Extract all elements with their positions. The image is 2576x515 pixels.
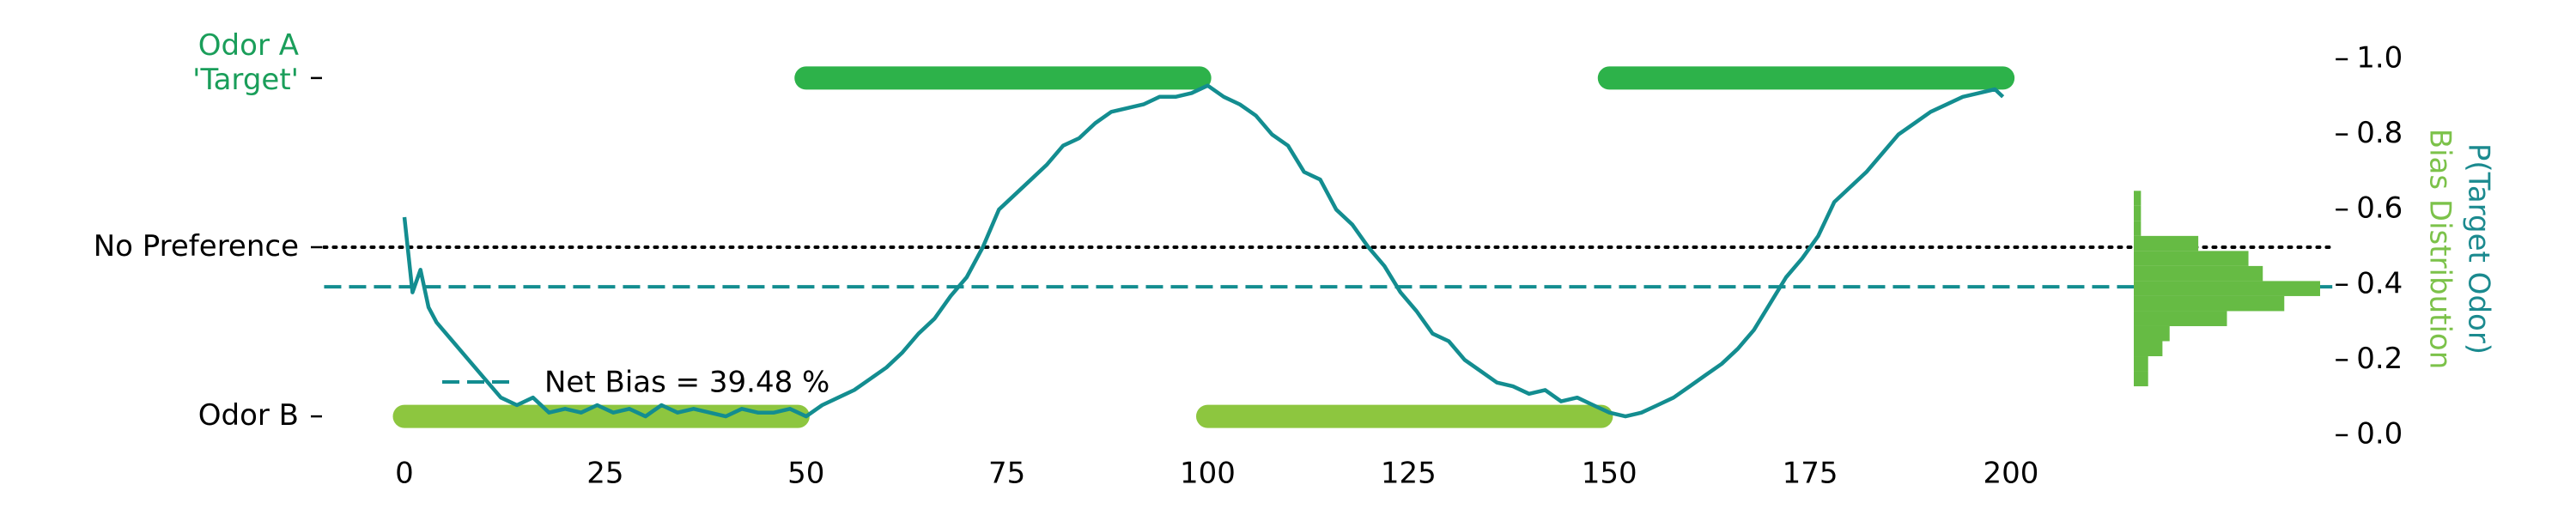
y-label-line: No Preference (94, 229, 299, 264)
y2-tick-label: 0.4 (2356, 266, 2403, 300)
y2-tick-label: 1.0 (2356, 41, 2403, 76)
histogram-bar (2134, 191, 2142, 206)
y-label-line: 'Target' (192, 62, 299, 96)
x-tick-label: 125 (1381, 457, 1437, 491)
y-label-line: Odor A (198, 27, 299, 62)
histogram-bar (2134, 295, 2285, 312)
histogram-bar (2134, 311, 2227, 326)
legend-label: Net Bias = 39.48 % (544, 366, 829, 400)
histogram-bar (2134, 205, 2142, 221)
histogram-bar (2134, 235, 2199, 251)
y2-tick-label: 0.0 (2356, 417, 2403, 451)
y2-tick-label: 0.6 (2356, 191, 2403, 226)
y-label: No Preference (94, 229, 299, 264)
y-label: Odor B (198, 398, 299, 433)
y-label-line: Odor B (198, 398, 299, 433)
histogram-bar (2134, 371, 2148, 387)
histogram-bar (2134, 265, 2263, 282)
histogram-bar (2134, 325, 2170, 342)
histogram-bar (2134, 221, 2142, 236)
x-tick-label: 175 (1783, 457, 1838, 491)
x-tick-label: 75 (988, 457, 1025, 491)
x-tick-label: 100 (1180, 457, 1236, 491)
y-label: Odor A 'Target' (192, 27, 299, 96)
histogram-label: Bias Distribution (2423, 129, 2458, 369)
histogram-bar (2134, 341, 2163, 357)
y2-axis-label: P(Target Odor) (2462, 143, 2496, 354)
x-tick-label: 0 (395, 457, 414, 491)
histogram-bar (2134, 251, 2249, 266)
x-tick-label: 200 (1984, 457, 2039, 491)
histogram-bar (2134, 281, 2320, 296)
y2-tick-label: 0.2 (2356, 342, 2403, 376)
x-tick-label: 50 (787, 457, 824, 491)
histogram-bar (2134, 356, 2148, 372)
x-tick-label: 25 (586, 457, 623, 491)
x-tick-label: 150 (1582, 457, 1637, 491)
y2-tick-label: 0.8 (2356, 116, 2403, 150)
line (402, 83, 2005, 419)
